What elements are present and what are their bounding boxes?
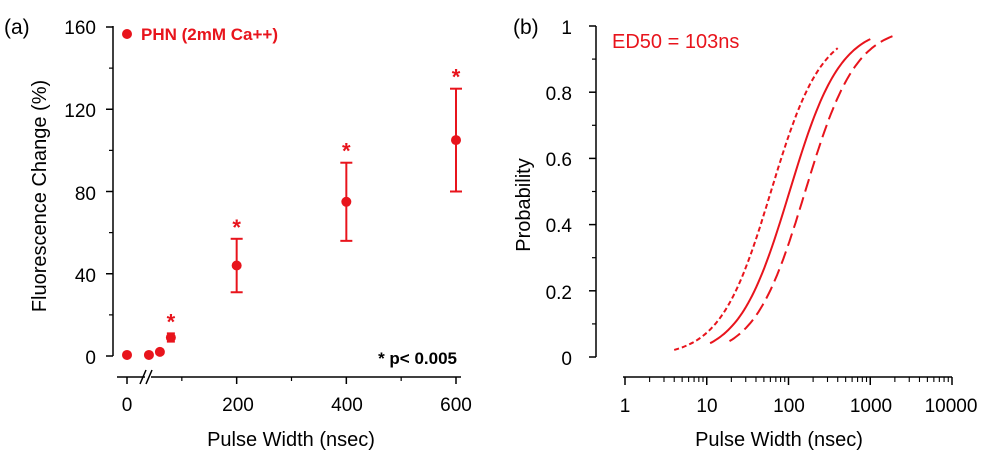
x-tick-label: 200 <box>222 395 254 416</box>
y-axis-title-b: Probability <box>513 158 535 251</box>
x-axis-title-a: Pulse Width (nsec) <box>207 429 375 451</box>
y-tick-label: 0.8 <box>546 84 572 105</box>
x-tick-label: 600 <box>440 395 472 416</box>
significance-star: * <box>452 65 461 90</box>
y-tick-label: 0.2 <box>546 283 572 304</box>
curve-dotted <box>674 48 838 350</box>
x-tick-label: 10000 <box>925 396 978 417</box>
y-tick-label: 0 <box>85 348 96 369</box>
data-point <box>155 347 165 357</box>
panel-a-label: (a) <box>4 16 30 39</box>
y-axis-ticks-a <box>106 27 113 356</box>
y-axis-title-a: Fluorescence Change (%) <box>29 80 51 312</box>
x-axis-ticks-b <box>625 377 952 385</box>
x-axis-title-b: Pulse Width (nsec) <box>695 429 863 451</box>
x-axis-ticks-a <box>127 377 456 384</box>
y-tick-label: 80 <box>75 184 96 205</box>
significance-star: * <box>232 215 241 240</box>
x-tick-label: 400 <box>331 395 363 416</box>
legend-marker <box>122 29 132 39</box>
x-tick-label: 1 <box>620 396 631 417</box>
data-point <box>451 135 461 145</box>
y-axis-ticks-b <box>589 26 596 357</box>
y-tick-label: 120 <box>64 101 96 122</box>
panel-b-label: (b) <box>513 16 539 39</box>
panel-a: (a) PHN (2mM Ca++) 160 120 80 40 0 Fluor… <box>4 16 472 451</box>
ed50-label: ED50 = 103ns <box>612 31 739 53</box>
y-tick-label: 40 <box>75 266 96 287</box>
x-tick-label: 100 <box>773 396 805 417</box>
y-tick-label: 0.6 <box>546 150 572 171</box>
x-tick-label: 10 <box>696 396 717 417</box>
significance-star: * <box>167 309 176 334</box>
data-point <box>341 197 351 207</box>
data-points-a: * * * * <box>122 65 462 360</box>
panel-b: (b) ED50 = 103ns 1 0.8 0.6 0.4 0.2 0 Pro… <box>513 16 977 451</box>
significance-note: * p< 0.005 <box>378 349 457 368</box>
y-tick-label: 1 <box>561 18 572 39</box>
data-point <box>232 261 242 271</box>
y-tick-label: 0 <box>561 349 572 370</box>
x-tick-label: 1000 <box>850 396 892 417</box>
curves-b <box>674 35 895 350</box>
data-point <box>144 350 154 360</box>
data-point <box>122 350 132 360</box>
y-tick-label: 0.4 <box>546 216 573 237</box>
legend-label: PHN (2mM Ca++) <box>141 25 278 44</box>
y-tick-label: 160 <box>64 18 96 39</box>
significance-star: * <box>342 139 351 164</box>
curve-solid <box>710 39 870 343</box>
x-tick-label: 0 <box>122 395 133 416</box>
